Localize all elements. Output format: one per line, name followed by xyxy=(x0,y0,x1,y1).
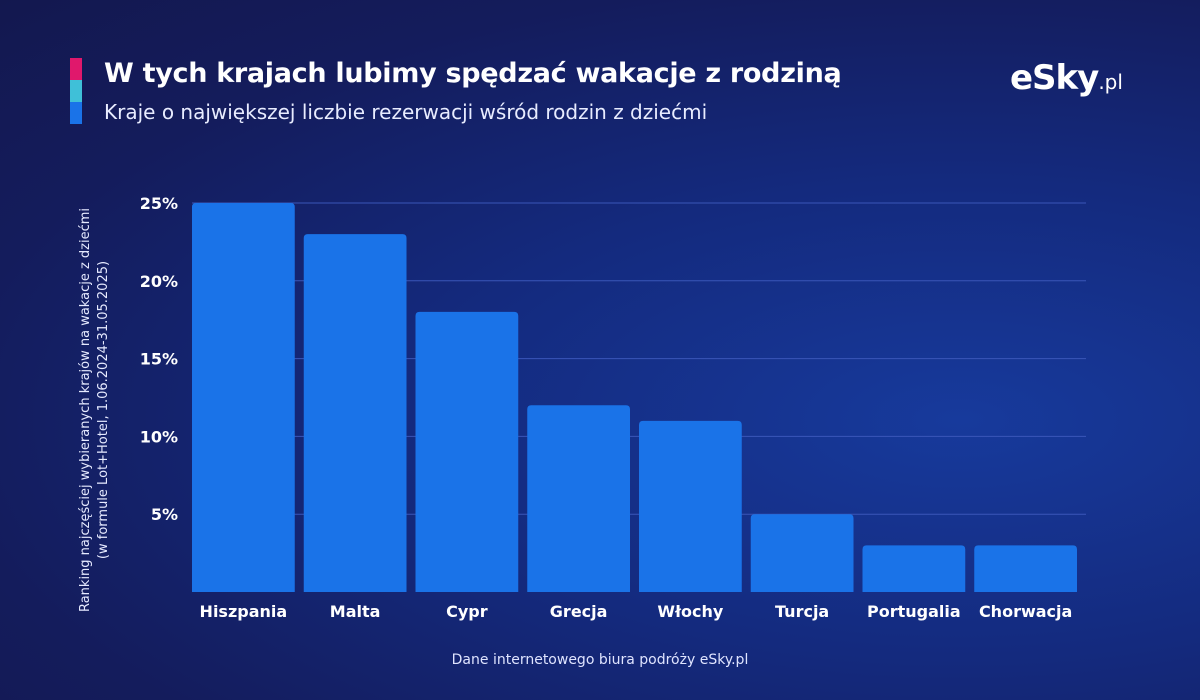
bar-włochy xyxy=(639,420,742,592)
x-tick-label: Portugalia xyxy=(867,602,961,621)
esky-logo: eSky.pl xyxy=(1010,58,1123,98)
source-note: Dane internetowego biura podróży eSky.pl xyxy=(451,652,749,668)
bar-malta xyxy=(303,234,407,592)
x-tick-label: Malta xyxy=(330,602,381,621)
bar-grecja xyxy=(527,405,630,592)
accent-bar-blue xyxy=(70,102,82,124)
bar-portugalia xyxy=(862,545,966,592)
x-tick-label: Chorwacja xyxy=(979,602,1072,621)
bar-hiszpania xyxy=(192,203,295,592)
x-tick-label: Włochy xyxy=(657,602,723,621)
y-tick-label: 5% xyxy=(151,505,178,524)
page-title: W tych krajach lubimy spędzać wakacje z … xyxy=(104,58,842,89)
y-tick-label: 20% xyxy=(140,272,178,291)
bar-chorwacja xyxy=(974,545,1077,592)
page-subtitle: Kraje o największej liczbie rezerwacji w… xyxy=(104,100,708,124)
y-tick-label: 25% xyxy=(140,194,178,213)
y-tick-label: 10% xyxy=(140,427,178,446)
accent-bar-cyan xyxy=(70,80,82,102)
accent-bar-pink xyxy=(70,58,82,80)
bar-cypr xyxy=(415,311,519,592)
bar-turcja xyxy=(750,514,854,592)
x-tick-label: Turcja xyxy=(775,602,829,621)
y-tick-label: 15% xyxy=(140,350,178,369)
x-tick-label: Grecja xyxy=(550,602,608,621)
x-tick-label: Cypr xyxy=(446,602,488,621)
x-tick-label: Hiszpania xyxy=(200,602,288,621)
